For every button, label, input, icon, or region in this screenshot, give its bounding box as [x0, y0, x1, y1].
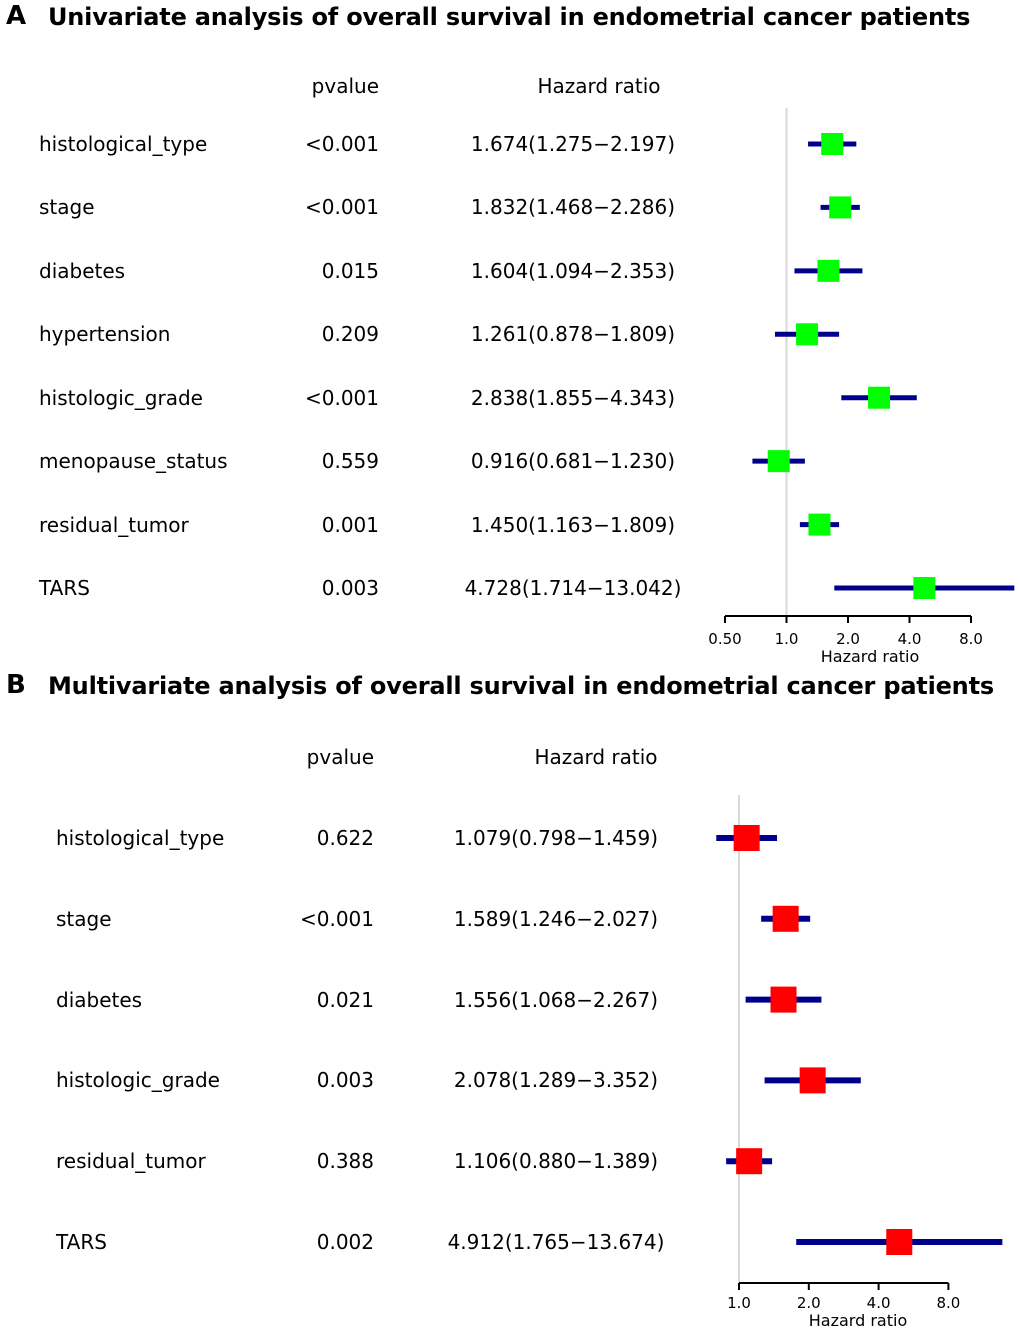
row-label: histological_type [56, 826, 225, 850]
hr-marker [913, 577, 936, 600]
row-hazard-ratio-text: 4.912(1.765−13.674) [447, 1230, 665, 1254]
hr-marker [829, 196, 852, 219]
row-label: diabetes [39, 259, 126, 283]
x-axis-tick-label: 2.0 [836, 630, 860, 648]
row-pvalue: 0.003 [321, 576, 379, 600]
row-hazard-ratio-text: 1.674(1.275−2.197) [470, 132, 676, 156]
hr-marker [886, 1229, 913, 1255]
panel-b-column-header-pvalue: pvalue [306, 745, 374, 769]
row-hazard-ratio-text: 1.589(1.246−2.027) [453, 907, 659, 931]
hr-marker [770, 986, 797, 1013]
row-label: TARS [56, 1230, 107, 1254]
hr-marker [817, 259, 840, 282]
row-label: histologic_grade [39, 386, 203, 410]
row-hazard-ratio-text: 2.078(1.289−3.352) [453, 1068, 659, 1092]
panel-a-title: Univariate analysis of overall survival … [48, 3, 971, 31]
row-hazard-ratio-text: 1.261(0.878−1.809) [470, 322, 676, 346]
row-pvalue: 0.002 [316, 1230, 374, 1254]
x-axis-tick-label: 1.0 [775, 630, 799, 648]
row-hazard-ratio-text: 1.106(0.880−1.389) [453, 1149, 659, 1173]
hr-marker [796, 323, 819, 346]
panel-a-letter: A [6, 1, 27, 31]
row-hazard-ratio-text: 1.832(1.468−2.286) [470, 195, 676, 219]
row-label: menopause_status [39, 449, 228, 473]
row-pvalue: <0.001 [299, 907, 374, 931]
row-pvalue: <0.001 [304, 386, 379, 410]
row-label: residual_tumor [56, 1149, 206, 1173]
row-label: residual_tumor [39, 513, 189, 537]
row-label: histological_type [39, 132, 208, 156]
hr-marker [799, 1067, 826, 1094]
row-pvalue: <0.001 [304, 195, 379, 219]
row-pvalue: 0.388 [316, 1149, 374, 1173]
row-label: diabetes [56, 988, 143, 1012]
row-hazard-ratio-text: 1.079(0.798−1.459) [453, 826, 659, 850]
row-pvalue: 0.622 [316, 826, 374, 850]
row-pvalue: 0.015 [321, 259, 379, 283]
hr-marker [772, 905, 799, 932]
x-axis-label: Hazard ratio [821, 647, 919, 666]
row-hazard-ratio-text: 0.916(0.681−1.230) [470, 449, 676, 473]
row-pvalue: 0.559 [321, 449, 379, 473]
row-label: stage [39, 195, 95, 219]
hr-marker [767, 450, 790, 473]
x-axis-tick-label: 8.0 [936, 1294, 960, 1312]
panel-b-title: Multivariate analysis of overall surviva… [48, 672, 994, 700]
hr-marker [733, 825, 760, 851]
row-pvalue: 0.001 [321, 513, 379, 537]
row-label: TARS [39, 576, 90, 600]
x-axis-label: Hazard ratio [809, 1311, 907, 1330]
x-axis-tick-label: 8.0 [959, 630, 983, 648]
row-pvalue: 0.003 [316, 1068, 374, 1092]
hr-marker [821, 133, 844, 155]
x-axis-tick-label: 4.0 [867, 1294, 891, 1312]
row-hazard-ratio-text: 4.728(1.714−13.042) [464, 576, 682, 600]
row-label: stage [56, 907, 112, 931]
row-pvalue: 0.209 [321, 322, 379, 346]
x-axis-tick-label: 4.0 [898, 630, 922, 648]
x-axis-tick-label: 1.0 [727, 1294, 751, 1312]
row-hazard-ratio-text: 2.838(1.855−4.343) [470, 386, 676, 410]
row-pvalue: <0.001 [304, 132, 379, 156]
panel-b-column-header-hazard-ratio: Hazard ratio [534, 745, 658, 769]
panel-a-column-header-hazard-ratio: Hazard ratio [537, 74, 661, 98]
row-label: histologic_grade [56, 1068, 220, 1092]
panel-a-column-header-pvalue: pvalue [311, 74, 379, 98]
hr-marker [736, 1148, 763, 1175]
hr-marker [868, 386, 891, 409]
x-axis-tick-label: 0.50 [708, 630, 741, 648]
hr-marker [808, 513, 831, 536]
row-label: hypertension [39, 322, 171, 346]
row-hazard-ratio-text: 1.450(1.163−1.809) [470, 513, 676, 537]
row-hazard-ratio-text: 1.556(1.068−2.267) [453, 988, 659, 1012]
row-hazard-ratio-text: 1.604(1.094−2.353) [470, 259, 676, 283]
x-axis-tick-label: 2.0 [797, 1294, 821, 1312]
row-pvalue: 0.021 [316, 988, 374, 1012]
panel-b-letter: B [6, 670, 26, 700]
